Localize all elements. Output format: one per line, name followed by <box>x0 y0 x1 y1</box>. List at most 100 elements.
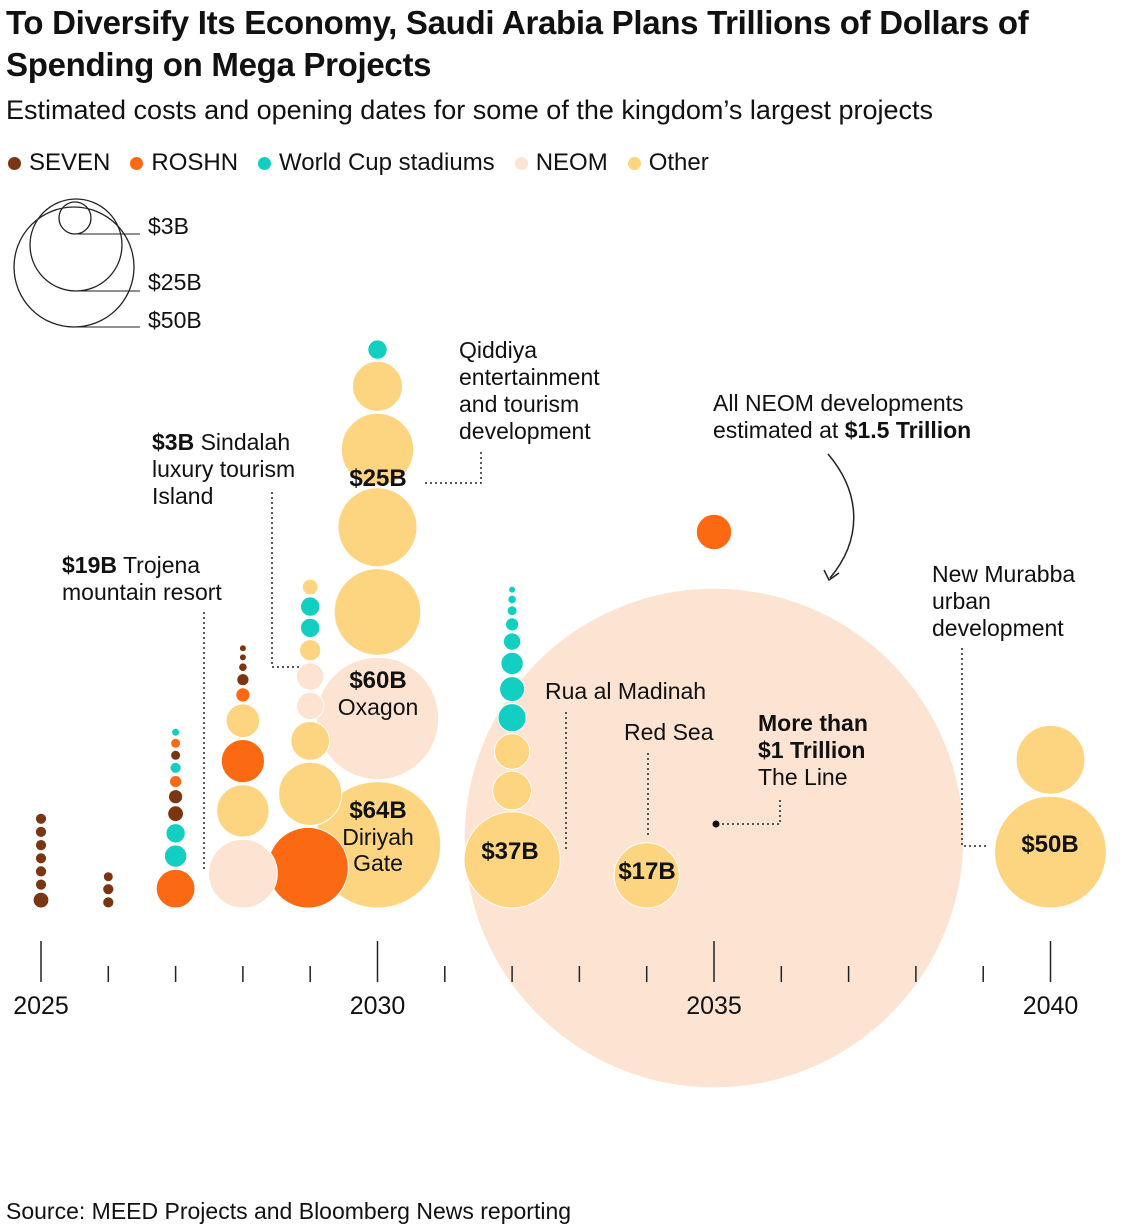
bubble-2027-world-cup-stadiums-57 <box>171 727 181 737</box>
bubble-2030-other-7 <box>337 487 418 568</box>
qiddiya-leader <box>424 452 482 484</box>
bubble-2029-world-cup-stadiums-31 <box>300 596 321 617</box>
trojena-line1: Trojena <box>123 552 200 578</box>
bubble-2030-other-8 <box>340 412 415 487</box>
size-legend: $3B $25B $50B <box>13 198 202 333</box>
legend-label-other: Other <box>648 149 709 176</box>
size-legend-label-25b: $25B <box>148 269 202 295</box>
murabba-leader <box>961 648 988 847</box>
neom-total-annotation: All NEOM developments <box>713 390 964 416</box>
x-tick-label-2030: 2030 <box>350 992 406 1020</box>
neom-total-annotation-2: estimated at $1.5 Trillion <box>713 417 971 443</box>
bubble-chart: $3B $25B $50B 2025 2030 2035 2040 All NEOM … <box>13 198 1107 1089</box>
x-axis: 2025 2030 2035 2040 <box>13 941 1078 1020</box>
bubble-2027-seven-37 <box>168 789 184 805</box>
bubble-2028-roshn-15 <box>220 739 265 784</box>
diriyah-line1: Diriyah <box>342 824 414 850</box>
bubble-2027-roshn-40 <box>169 775 183 789</box>
diriyah-line2: Gate <box>353 850 403 876</box>
qiddiya-line3: and tourism <box>459 391 579 417</box>
bubble-2029-other-12 <box>278 761 343 826</box>
line-line2: $1 Trillion <box>758 737 865 763</box>
bubble-2028-other-21 <box>225 703 261 739</box>
oxagon-value: $60B <box>349 667 406 694</box>
x-tick-label-2035: 2035 <box>686 992 742 1020</box>
neom-total-value: $1.5 Trillion <box>845 417 972 443</box>
neom-arrowhead <box>823 569 840 582</box>
legend-dot-neom <box>514 156 528 170</box>
bubble-2032-world-cup-stadiums-27 <box>500 651 524 676</box>
color-legend: SEVEN ROSHN World Cup stadiums NEOM Othe… <box>8 148 709 178</box>
bubble-2028-other-13 <box>216 784 270 838</box>
bubble-2029-other-28 <box>299 639 322 662</box>
bubble-2025-seven-43 <box>34 865 48 878</box>
sindalah-value: $3B <box>152 429 194 455</box>
bubble-2028-seven-59 <box>238 644 247 653</box>
bubble-2029-roshn-6 <box>267 826 349 909</box>
bubble-2032-world-cup-stadiums-60 <box>508 585 517 594</box>
x-tick-label-2040: 2040 <box>1023 992 1079 1020</box>
size-legend-label-3b: $3B <box>148 213 189 239</box>
bubble-2027-seven-35 <box>167 805 185 823</box>
legend-label-roshn: ROSHN <box>151 149 239 176</box>
legend-dot-other <box>627 156 641 170</box>
bubble-2026-seven-51 <box>102 871 114 883</box>
trojena-value: $19B <box>62 552 117 578</box>
leader-lines <box>203 452 988 870</box>
qiddiya-line2: entertainment <box>459 364 600 390</box>
legend-dot-roshn <box>130 156 144 170</box>
neom-total-line1: All NEOM developments <box>713 390 964 416</box>
legend-item-roshn: ROSHN <box>130 148 238 178</box>
sindalah-annotation: $3B Sindalah <box>152 429 290 455</box>
qiddiya-line1: Qiddiya <box>459 337 537 363</box>
bubble-2025-seven-42 <box>34 878 48 891</box>
line-leader-dot <box>712 820 720 828</box>
size-legend-label-50b: $50B <box>148 307 202 333</box>
murabba-line1: New Murabba <box>932 561 1075 587</box>
bubble-2029-other-17 <box>290 721 331 761</box>
rua-value: $37B <box>481 838 538 865</box>
redsea-name: Red Sea <box>624 719 714 745</box>
trojena-annotation: $19B Trojena <box>62 552 200 578</box>
bubble-2032-other-18 <box>492 770 532 811</box>
legend-item-neom: NEOM <box>514 148 608 178</box>
line-name: The Line <box>758 764 848 790</box>
murabba-line3: development <box>932 615 1064 641</box>
bubble-2025-seven-46 <box>34 825 48 839</box>
bubble-2027-world-cup-stadiums-50 <box>169 761 182 774</box>
bubble-2029-world-cup-stadiums-30 <box>300 617 321 639</box>
legend-label-world-cup: World Cup stadiums <box>279 149 495 176</box>
bubble-2032-world-cup-stadiums-33 <box>502 632 522 651</box>
legend-dot-seven <box>8 156 21 170</box>
subtitle: Estimated costs and opening dates for so… <box>6 95 934 125</box>
bubble-2025-seven-34 <box>32 891 50 909</box>
bubble-2030-other-14 <box>352 360 403 412</box>
bubble-2026-seven-48 <box>102 896 115 909</box>
qiddiya-line4: development <box>459 418 591 444</box>
bubble-2030-other-5 <box>333 568 422 656</box>
x-tick-label-2025: 2025 <box>13 992 69 1020</box>
qiddiya-value: $25B <box>349 465 406 492</box>
trojena-line2: mountain resort <box>62 579 222 605</box>
sindalah-leader <box>271 492 300 668</box>
bubble-2029-other-36 <box>301 578 319 596</box>
bubble-2029-neom-24 <box>296 662 325 691</box>
oxagon-name: Oxagon <box>338 694 419 720</box>
legend-dot-world-cup <box>258 156 272 170</box>
bubble-2028-seven-55 <box>238 662 248 673</box>
bubble-2025-seven-47 <box>34 812 48 825</box>
bubble-2032-other-4 <box>463 811 561 909</box>
sindalah-line2: luxury tourism <box>152 456 295 482</box>
size-legend-circle-25b <box>29 198 123 292</box>
bubble-2040-other-3 <box>994 795 1107 909</box>
bubble-2032-world-cup-stadiums-54 <box>506 605 518 617</box>
legend-item-other: Other <box>627 148 709 178</box>
sindalah-line1: Sindalah <box>201 429 291 455</box>
bubble-2029-neom-23 <box>296 691 325 721</box>
bubble-2028-roshn-38 <box>235 687 251 703</box>
redsea-value: $17B <box>618 858 675 885</box>
bubble-2028-seven-58 <box>238 653 247 662</box>
annotations: All NEOM developments estimated at $1.5 … <box>62 337 1079 885</box>
sindalah-line3: Island <box>152 483 213 509</box>
bubble-2035-neom-0 <box>463 587 965 1089</box>
